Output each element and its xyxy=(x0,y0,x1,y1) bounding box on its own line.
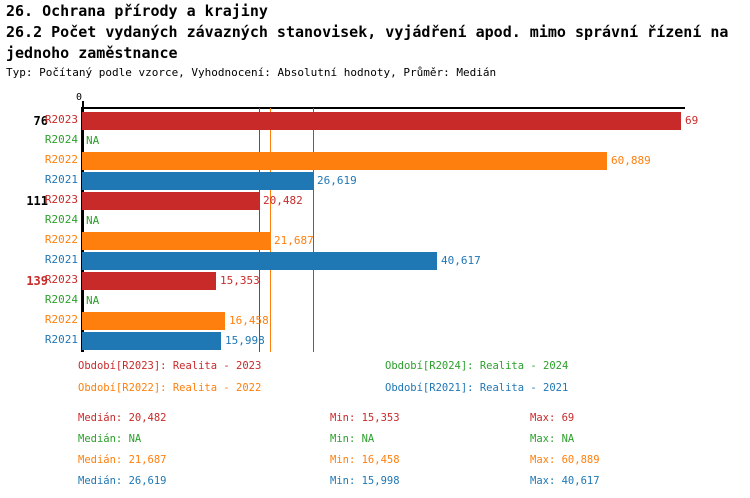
stat-min: Min: 16,458 xyxy=(330,454,400,466)
bar-category-label: R2021 xyxy=(44,333,78,346)
bar-category-label: R2022 xyxy=(44,153,78,166)
axis-zero-tick xyxy=(82,101,84,108)
stat-min: Min: 15,998 xyxy=(330,475,400,487)
stat-median: Medián: 21,687 xyxy=(78,454,167,466)
bar-value-label: 15,998 xyxy=(225,334,265,347)
bar-row[interactable]: R2022 60,889 xyxy=(0,152,750,170)
legend-item[interactable]: Období[R2024]: Realita - 2024 xyxy=(385,360,569,372)
bar[interactable] xyxy=(82,232,270,250)
bar-category-label: R2022 xyxy=(44,313,78,326)
reference-line-r2021 xyxy=(313,108,314,352)
bar-value-label: 60,889 xyxy=(611,154,651,167)
bar-value-label: NA xyxy=(86,134,100,147)
bar-category-label: R2023 xyxy=(44,113,78,126)
bar-row[interactable]: R2022 21,687 xyxy=(0,232,750,250)
bar[interactable] xyxy=(82,152,607,170)
bar-row[interactable]: R2021 15,998 xyxy=(0,332,750,350)
bar-value-label: NA xyxy=(86,294,100,307)
stat-min: Min: NA xyxy=(330,433,375,445)
axis-vertical-line xyxy=(81,107,84,352)
bar-category-label: R2024 xyxy=(44,133,78,146)
bar-value-label: 40,617 xyxy=(441,254,481,267)
bar-row[interactable]: R2024 NA xyxy=(0,292,750,310)
bar-row[interactable]: R2023 15,353 xyxy=(0,272,750,290)
page-title: 26.2 Počet vydaných závazných stanovisek… xyxy=(6,23,729,62)
axis-zero-label: 0 xyxy=(76,92,83,103)
bar-value-label: 69 xyxy=(685,114,699,127)
bar-row[interactable]: R2022 16,458 xyxy=(0,312,750,330)
bar-row[interactable]: R2024 NA xyxy=(0,212,750,230)
stat-median: Medián: NA xyxy=(78,433,142,445)
group-label: 139 xyxy=(26,274,48,288)
bar-row[interactable]: R2021 40,617 xyxy=(0,252,750,270)
reference-line-r2023 xyxy=(259,108,260,352)
group-label: 76 xyxy=(33,114,48,128)
bar[interactable] xyxy=(82,332,221,350)
chart-subtitle: Typ: Počítaný podle vzorce, Vyhodnocení:… xyxy=(6,66,497,79)
stat-min: Min: 15,353 xyxy=(330,412,400,424)
bar[interactable] xyxy=(82,112,681,130)
bar[interactable] xyxy=(82,252,437,270)
bar-chart: 0 76 R2023 69 R2024 NA R2022 60,889 R2021 26,619… xyxy=(0,90,750,352)
bar[interactable] xyxy=(82,172,313,190)
stat-max: Max: 60,889 xyxy=(530,454,600,466)
bar-category-label: R2022 xyxy=(44,233,78,246)
bar-category-label: R2024 xyxy=(44,293,78,306)
bar-value-label: NA xyxy=(86,214,100,227)
bar-value-label: 15,353 xyxy=(220,274,260,287)
stat-median: Medián: 20,482 xyxy=(78,412,167,424)
legend-item[interactable]: Období[R2021]: Realita - 2021 xyxy=(385,382,569,394)
axis-top-line xyxy=(82,107,685,109)
stat-max: Max: NA xyxy=(530,433,575,445)
bar[interactable] xyxy=(82,312,225,330)
stat-max: Max: 69 xyxy=(530,412,575,424)
bar-category-label: R2023 xyxy=(44,273,78,286)
bar-row[interactable]: R2021 26,619 xyxy=(0,172,750,190)
bar-value-label: 20,482 xyxy=(263,194,303,207)
bar[interactable] xyxy=(82,272,216,290)
bar-value-label: 26,619 xyxy=(317,174,357,187)
bar[interactable] xyxy=(82,192,259,210)
bar-category-label: R2023 xyxy=(44,193,78,206)
bar-category-label: R2024 xyxy=(44,213,78,226)
bar-row[interactable]: R2024 NA xyxy=(0,132,750,150)
stat-max: Max: 40,617 xyxy=(530,475,600,487)
stat-median: Medián: 26,619 xyxy=(78,475,167,487)
bar-row[interactable]: R2023 20,482 xyxy=(0,192,750,210)
bar-category-label: R2021 xyxy=(44,173,78,186)
reference-line-r2022 xyxy=(270,108,271,352)
bar-row[interactable]: R2023 69 xyxy=(0,112,750,130)
bar-value-label: 16,458 xyxy=(229,314,269,327)
page-title-section: 26. Ochrana přírody a krajiny xyxy=(6,2,268,20)
bar-value-label: 21,687 xyxy=(274,234,314,247)
legend-item[interactable]: Období[R2022]: Realita - 2022 xyxy=(78,382,262,394)
group-label: 111 xyxy=(26,194,48,208)
legend-item[interactable]: Období[R2023]: Realita - 2023 xyxy=(78,360,262,372)
chart-legend: Období[R2023]: Realita - 2023 Období[R202… xyxy=(0,360,750,396)
bar-category-label: R2021 xyxy=(44,253,78,266)
